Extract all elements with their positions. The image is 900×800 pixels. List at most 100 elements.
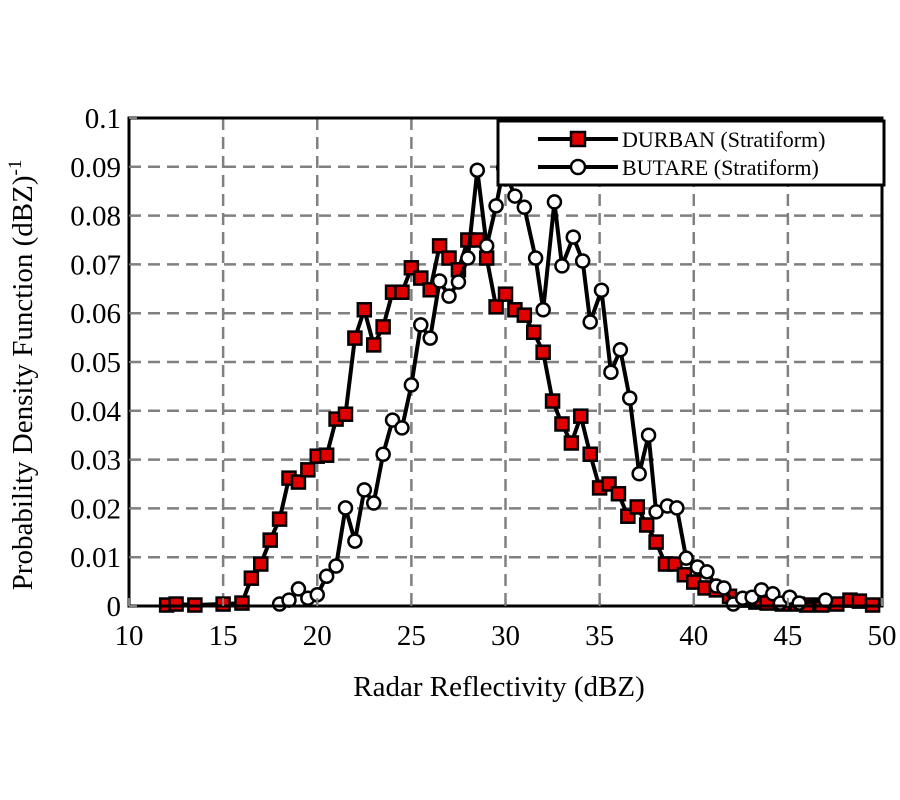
data-point-square xyxy=(253,556,269,572)
data-point-circle xyxy=(394,420,410,436)
data-point-square xyxy=(347,330,363,346)
y-tick-label: 0.01 xyxy=(70,542,121,574)
data-point-square xyxy=(290,474,307,490)
data-point-square xyxy=(300,462,316,478)
data-point-circle xyxy=(422,330,438,346)
data-point-circle xyxy=(621,390,638,406)
data-point-circle xyxy=(441,288,457,304)
data-point-circle xyxy=(669,500,685,516)
y-tick-label: 0.03 xyxy=(70,445,121,477)
data-point-circle xyxy=(527,250,544,266)
data-point-circle xyxy=(403,377,420,393)
data-point-circle xyxy=(450,274,467,290)
y-axis-title-main: Probability Density Function (dBZ) xyxy=(7,175,39,590)
x-tick-label: 10 xyxy=(115,620,144,652)
legend-label-butare: BUTARE (Stratiform) xyxy=(622,155,819,180)
data-point-circle xyxy=(507,188,523,204)
x-tick-label: 15 xyxy=(209,620,238,652)
data-point-square xyxy=(394,284,410,300)
legend-item-butare: BUTARE (Stratiform) xyxy=(538,155,819,180)
x-tick-label: 25 xyxy=(397,620,426,652)
data-point-square xyxy=(488,299,504,315)
y-tick-label: 0 xyxy=(107,591,122,623)
data-point-square xyxy=(375,319,391,335)
legend-label-durban: DURBAN (Stratiform) xyxy=(622,127,825,152)
data-point-circle xyxy=(593,282,610,299)
x-axis-title: Radar Reflectivity (dBZ) xyxy=(353,671,645,703)
x-tick-label: 35 xyxy=(585,620,614,652)
x-axis-ticks: 10 15 20 25 30 35 40 45 50 xyxy=(115,598,897,652)
x-tick-label: 40 xyxy=(679,620,708,652)
y-tick-label: 0.07 xyxy=(70,249,121,281)
data-point-square xyxy=(648,534,664,550)
data-point-square xyxy=(318,447,335,463)
data-point-square xyxy=(262,532,278,548)
series-butare xyxy=(271,160,834,612)
x-tick-label: 50 xyxy=(868,620,897,652)
x-tick-label: 45 xyxy=(773,620,802,652)
data-point-circle xyxy=(574,253,591,269)
data-point-square xyxy=(554,416,570,432)
data-point-circle xyxy=(318,568,335,584)
data-point-square xyxy=(497,286,514,302)
y-tick-label: 0.1 xyxy=(85,103,121,135)
data-point-square xyxy=(573,408,589,424)
data-point-circle xyxy=(356,482,373,498)
data-point-square xyxy=(638,517,655,533)
data-point-square xyxy=(356,302,373,318)
legend-marker-square-icon xyxy=(569,130,587,148)
data-point-circle xyxy=(347,533,363,549)
x-tick-label: 20 xyxy=(303,620,332,652)
y-axis-ticks: 0 0.01 0.02 0.03 0.04 0.05 0.06 0.07 0.08 0.09 0.1 xyxy=(70,103,137,623)
data-point-square xyxy=(243,570,260,586)
y-tick-label: 0.05 xyxy=(70,347,121,379)
data-point-circle xyxy=(582,314,598,330)
data-point-circle xyxy=(716,580,732,596)
data-point-circle xyxy=(603,364,619,380)
y-tick-label: 0.08 xyxy=(70,201,121,233)
legend-box xyxy=(496,119,886,187)
data-point-square xyxy=(544,393,561,409)
data-point-circle xyxy=(290,581,307,597)
data-point-circle xyxy=(678,550,694,566)
legend: DURBAN (Stratiform) BUTARE (Stratiform) xyxy=(496,119,886,187)
data-point-square xyxy=(234,595,250,611)
data-point-square xyxy=(525,324,542,340)
data-point-circle xyxy=(431,273,448,289)
data-point-square xyxy=(365,337,382,353)
data-point-square xyxy=(271,511,288,527)
data-point-square xyxy=(337,406,354,422)
y-axis-title-superscript: -1 xyxy=(5,160,26,176)
data-point-circle xyxy=(612,342,629,358)
data-point-circle xyxy=(478,238,495,254)
data-point-circle xyxy=(328,558,344,574)
data-point-circle xyxy=(375,446,391,462)
legend-item-durban: DURBAN (Stratiform) xyxy=(538,127,825,152)
data-point-circle xyxy=(469,162,486,178)
data-point-circle xyxy=(337,500,354,516)
x-tick-label: 30 xyxy=(491,620,520,652)
data-point-square xyxy=(535,344,551,360)
data-point-circle xyxy=(554,258,570,274)
data-point-square xyxy=(610,486,627,502)
y-tick-label: 0.02 xyxy=(70,493,121,525)
data-point-circle xyxy=(488,198,504,214)
data-point-circle xyxy=(413,317,429,333)
legend-marker-circle-icon xyxy=(569,158,587,176)
data-point-circle xyxy=(365,495,382,511)
data-point-square xyxy=(563,435,580,451)
data-point-circle xyxy=(516,199,533,216)
data-point-square xyxy=(441,250,457,266)
data-point-circle xyxy=(565,229,582,245)
y-tick-label: 0.09 xyxy=(70,152,121,184)
data-point-square xyxy=(629,499,646,515)
data-point-circle xyxy=(460,250,476,266)
y-tick-label: 0.06 xyxy=(70,298,121,330)
data-point-circle xyxy=(640,427,657,443)
data-point-square xyxy=(168,596,184,612)
data-point-square xyxy=(582,446,598,462)
y-axis-title: Probability Density Function (dBZ)-1 xyxy=(5,160,39,591)
data-point-circle xyxy=(546,194,563,210)
data-point-circle xyxy=(791,595,807,611)
